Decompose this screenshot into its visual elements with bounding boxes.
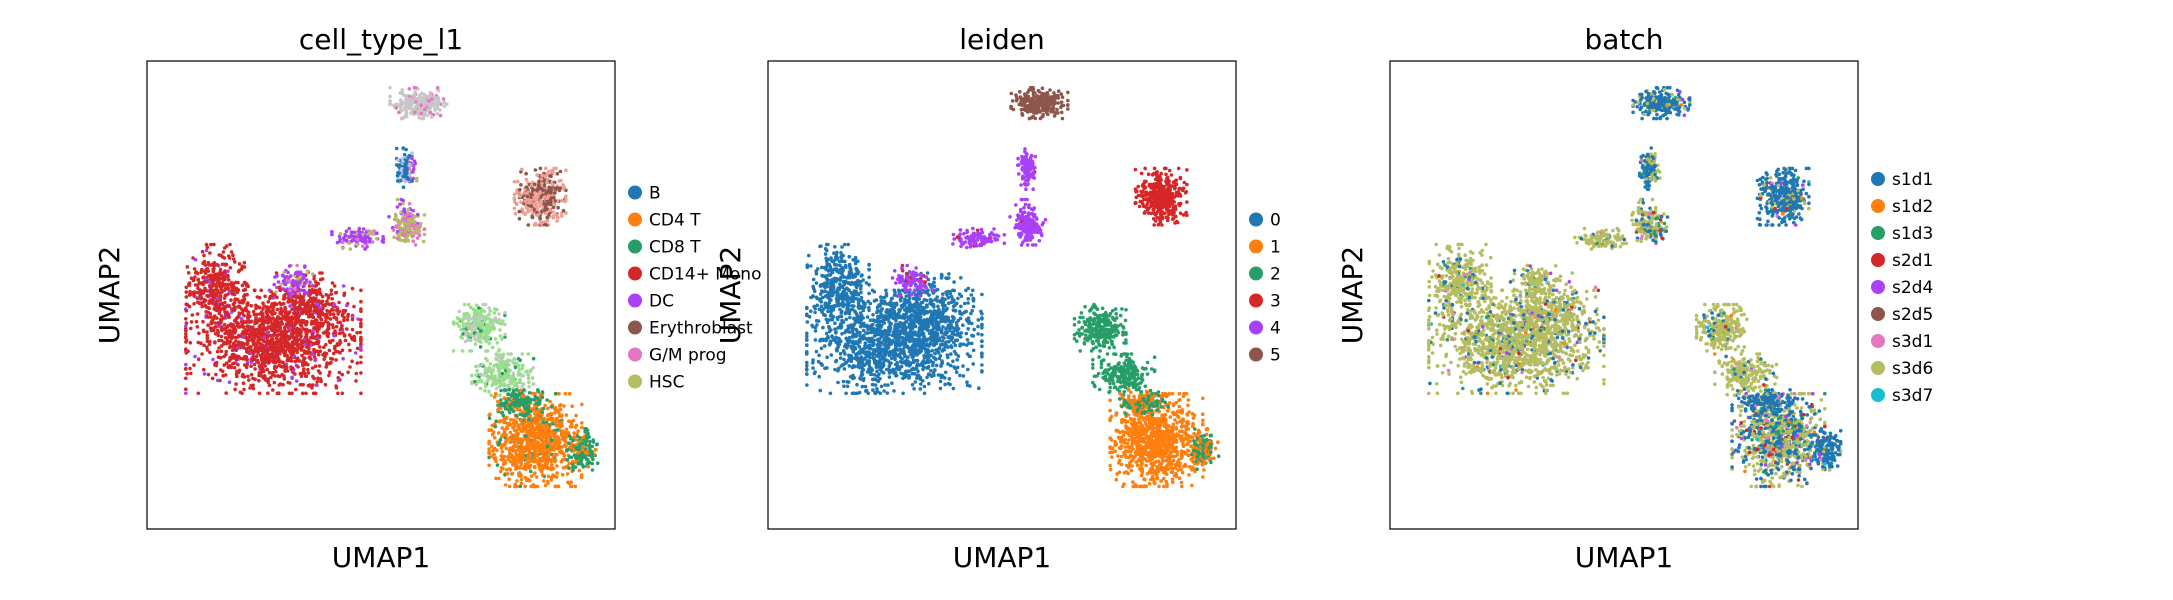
x-axis-label: UMAP1 [332, 541, 431, 574]
legend-marker [628, 347, 642, 362]
panel-title: leiden [959, 23, 1045, 56]
legend-marker [1249, 347, 1263, 362]
y-axis-label: UMAP2 [93, 246, 126, 345]
legend-marker [628, 185, 642, 200]
legend-marker [628, 212, 642, 227]
legend-label: 2 [1270, 265, 1281, 285]
legend-marker [1249, 266, 1263, 281]
legend-label: G/M prog [649, 346, 727, 366]
legend-marker [1249, 212, 1263, 227]
legend-marker [1871, 199, 1885, 213]
x-axis-label: UMAP1 [953, 541, 1052, 574]
legend-label: B [649, 184, 661, 204]
umap-panel-1: cell_type_l1 UMAP1 UMAP2 B CD4 T CD8 T CD14+ M… [93, 23, 761, 574]
plot-frame [1389, 60, 1859, 530]
legend-marker [628, 374, 642, 389]
legend-label: 3 [1270, 292, 1281, 312]
y-axis-label: UMAP2 [714, 246, 747, 345]
legend-marker [1871, 334, 1885, 348]
legend-marker [1871, 172, 1885, 186]
legend-label: HSC [649, 373, 684, 393]
panel-title: batch [1584, 23, 1663, 56]
umap-panel-3: batchUMAP1UMAP2s1d1s1d2s1d3s2d1s2d4s2d5s… [1336, 23, 1933, 574]
legend-marker [628, 239, 642, 254]
legend-marker [1871, 361, 1885, 375]
scatter-points [1427, 85, 1843, 489]
legend-label: 0 [1270, 211, 1281, 231]
legend-label: 5 [1270, 346, 1281, 366]
legend-marker [1871, 388, 1885, 402]
legend-label: s1d2 [1892, 197, 1933, 217]
scatter-points [805, 85, 1221, 489]
legend-marker [628, 293, 642, 308]
legend-marker [628, 266, 642, 281]
legend-marker [1871, 253, 1885, 267]
legend-label: CD8 T [649, 238, 701, 258]
legend-label: s1d3 [1892, 224, 1933, 244]
legend-marker [1249, 320, 1263, 335]
legend-label: Erythroblast [649, 319, 753, 339]
legend-label: s3d1 [1892, 332, 1933, 352]
plot-frame [767, 60, 1237, 530]
panel-title: cell_type_l1 [299, 23, 463, 56]
legend-label: DC [649, 292, 674, 312]
legend-label: 4 [1270, 319, 1281, 339]
legend: 0 1 2 3 4 5 [1249, 211, 1281, 366]
plot-frame [146, 60, 616, 530]
legend-label: s3d6 [1892, 359, 1933, 379]
legend-label: s3d7 [1892, 386, 1933, 406]
y-axis-label: UMAP2 [1336, 246, 1369, 345]
legend-label: s2d5 [1892, 305, 1933, 325]
legend-marker [1871, 307, 1885, 321]
umap-panel-2: leiden UMAP1 UMAP2 0 1 2 3 4 5 [714, 23, 1281, 574]
legend-marker [1871, 280, 1885, 294]
legend-marker [1249, 239, 1263, 254]
legend: s1d1 s1d2 s1d3 s2d1 s2d4 s2d5 s3d1 s3d6 s3d7 [1871, 170, 1933, 406]
legend-label: s1d1 [1892, 170, 1933, 190]
scatter-points [184, 85, 600, 489]
legend-marker [1249, 293, 1263, 308]
legend-marker [628, 320, 642, 335]
legend: B CD4 T CD8 T CD14+ Mono DC Erythroblast G/M p… [628, 184, 761, 393]
legend-label: s2d1 [1892, 251, 1933, 271]
x-axis-label: UMAP1 [1575, 541, 1674, 574]
legend-label: 1 [1270, 238, 1281, 258]
legend-label: CD4 T [649, 211, 701, 231]
legend-label: s2d4 [1892, 278, 1933, 298]
legend-marker [1871, 226, 1885, 240]
legend-label: CD14+ Mono [649, 265, 761, 285]
